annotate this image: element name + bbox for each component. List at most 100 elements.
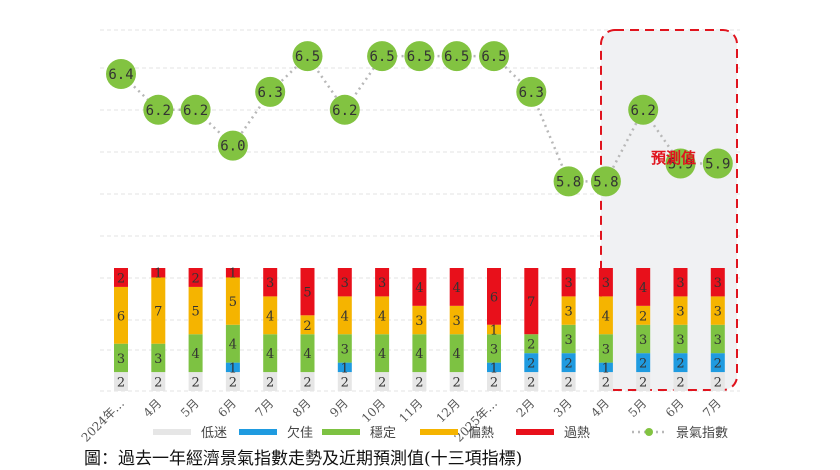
- bar-segment: [375, 334, 390, 373]
- index-point: [367, 41, 398, 72]
- index-point: [702, 148, 733, 179]
- bar-segment: [710, 324, 725, 354]
- index-point: [665, 148, 696, 179]
- legend-swatch: [420, 429, 458, 435]
- x-tick-label: 4月: [588, 396, 612, 420]
- bar-value-label: 1: [229, 267, 237, 282]
- bar-segment: [263, 296, 278, 335]
- bar-segment: [524, 353, 539, 373]
- bar-value-label: 3: [639, 333, 647, 348]
- bar-value-label: 4: [602, 309, 610, 324]
- bar-value-label: 3: [676, 305, 684, 320]
- index-value-label: 6.2: [332, 103, 357, 119]
- bar-segment: [225, 324, 240, 363]
- bar-segment: [561, 353, 576, 373]
- index-point: [180, 94, 211, 125]
- bar-value-label: 2: [191, 376, 199, 391]
- bar-value-label: 3: [341, 276, 349, 291]
- bar-value-label: 2: [266, 376, 274, 391]
- bar-segment: [524, 372, 539, 391]
- x-tick-label: 2月: [514, 396, 538, 420]
- bar-segment: [524, 334, 539, 354]
- bar-segment: [636, 305, 651, 325]
- index-value-label: 5.8: [593, 174, 618, 190]
- bar-segment: [561, 268, 576, 297]
- index-point: [628, 94, 659, 125]
- bar-value-label: 2: [564, 376, 572, 391]
- bar-segment: [114, 286, 128, 344]
- bar-value-label: 4: [266, 347, 274, 362]
- bar-segment: [412, 305, 427, 335]
- bar-segment: [598, 372, 613, 391]
- bar-value-label: 1: [490, 361, 498, 376]
- bar-segment: [449, 305, 464, 335]
- bar-value-label: 3: [341, 342, 349, 357]
- stacked-bars: 2362237124522145124432425213432443243424…: [114, 267, 725, 391]
- bar-value-label: 4: [341, 309, 349, 324]
- x-tick-label: 11月: [396, 396, 425, 425]
- bar-value-label: 2: [229, 376, 237, 391]
- bar-value-label: 2: [639, 309, 647, 324]
- index-value-label: 5.8: [556, 174, 581, 190]
- index-point: [553, 166, 584, 197]
- bar-value-label: 2: [490, 376, 498, 391]
- bar-value-label: 2: [378, 376, 386, 391]
- bar-segment: [487, 324, 501, 335]
- bar-value-label: 4: [229, 338, 237, 353]
- index-line: 6.4 6.2 6.2 6.0 6.3 6.5 6.2 6.5 6.5 6.5 6.5 6.3 5.8 5…: [106, 41, 733, 197]
- bar-segment: [151, 372, 166, 391]
- index-point: [479, 41, 509, 72]
- bar-value-label: 2: [676, 357, 684, 372]
- legend-swatch: [322, 429, 360, 435]
- legend-index-marker: [645, 428, 653, 436]
- x-tick-label: 2024年…: [79, 396, 127, 444]
- index-point: [404, 41, 435, 72]
- legend-label: 穩定: [370, 426, 396, 441]
- bar-segment: [710, 353, 725, 373]
- bar-segment: [561, 324, 576, 354]
- index-value-label: 6.4: [108, 67, 133, 83]
- bar-segment: [636, 353, 651, 373]
- index-value-label: 6.2: [146, 103, 171, 119]
- bar-segment: [300, 315, 315, 335]
- bar-segment: [636, 268, 651, 306]
- bar-value-label: 1: [602, 361, 610, 376]
- bar-value-label: 3: [714, 333, 722, 348]
- bar-value-label: 2: [154, 376, 162, 391]
- index-point: [106, 59, 136, 89]
- bar-value-label: 5: [229, 295, 237, 310]
- bar-segment: [375, 296, 390, 335]
- bar-value-label: 2: [117, 271, 125, 286]
- bar-segment: [561, 372, 576, 391]
- bar-value-label: 1: [229, 361, 237, 376]
- bar-value-label: 1: [490, 324, 498, 339]
- bar-value-label: 2: [303, 319, 311, 334]
- bar-value-label: 2: [527, 376, 535, 391]
- legend-label: 景氣指數: [676, 426, 728, 441]
- index-point: [590, 166, 621, 197]
- bar-segment: [225, 268, 240, 278]
- legend-label: 欠佳: [287, 425, 313, 441]
- bar-segment: [337, 362, 352, 373]
- bar-segment: [673, 372, 688, 391]
- bar-segment: [673, 324, 688, 354]
- bar-segment: [188, 372, 203, 391]
- bar-value-label: 2: [415, 376, 423, 391]
- bar-value-label: 4: [378, 347, 386, 362]
- bar-segment: [151, 277, 166, 344]
- index-value-label: 5.9: [668, 157, 693, 173]
- legend-swatch: [239, 429, 277, 435]
- index-value-label: 6.5: [407, 49, 432, 65]
- bar-value-label: 3: [564, 305, 572, 320]
- bar-value-label: 2: [117, 376, 125, 391]
- bar-segment: [337, 296, 352, 335]
- index-value-label: 6.5: [481, 49, 506, 65]
- bar-segment: [151, 268, 166, 278]
- legend: 低迷 欠佳 穩定 偏熱 過熱 景氣指數: [153, 425, 728, 441]
- bar-segment: [151, 343, 166, 373]
- bar-value-label: 3: [564, 276, 572, 291]
- bar-value-label: 3: [676, 276, 684, 291]
- bar-segment: [337, 372, 352, 391]
- bar-value-label: 4: [378, 309, 386, 324]
- forecast-label: 預測值: [651, 149, 697, 167]
